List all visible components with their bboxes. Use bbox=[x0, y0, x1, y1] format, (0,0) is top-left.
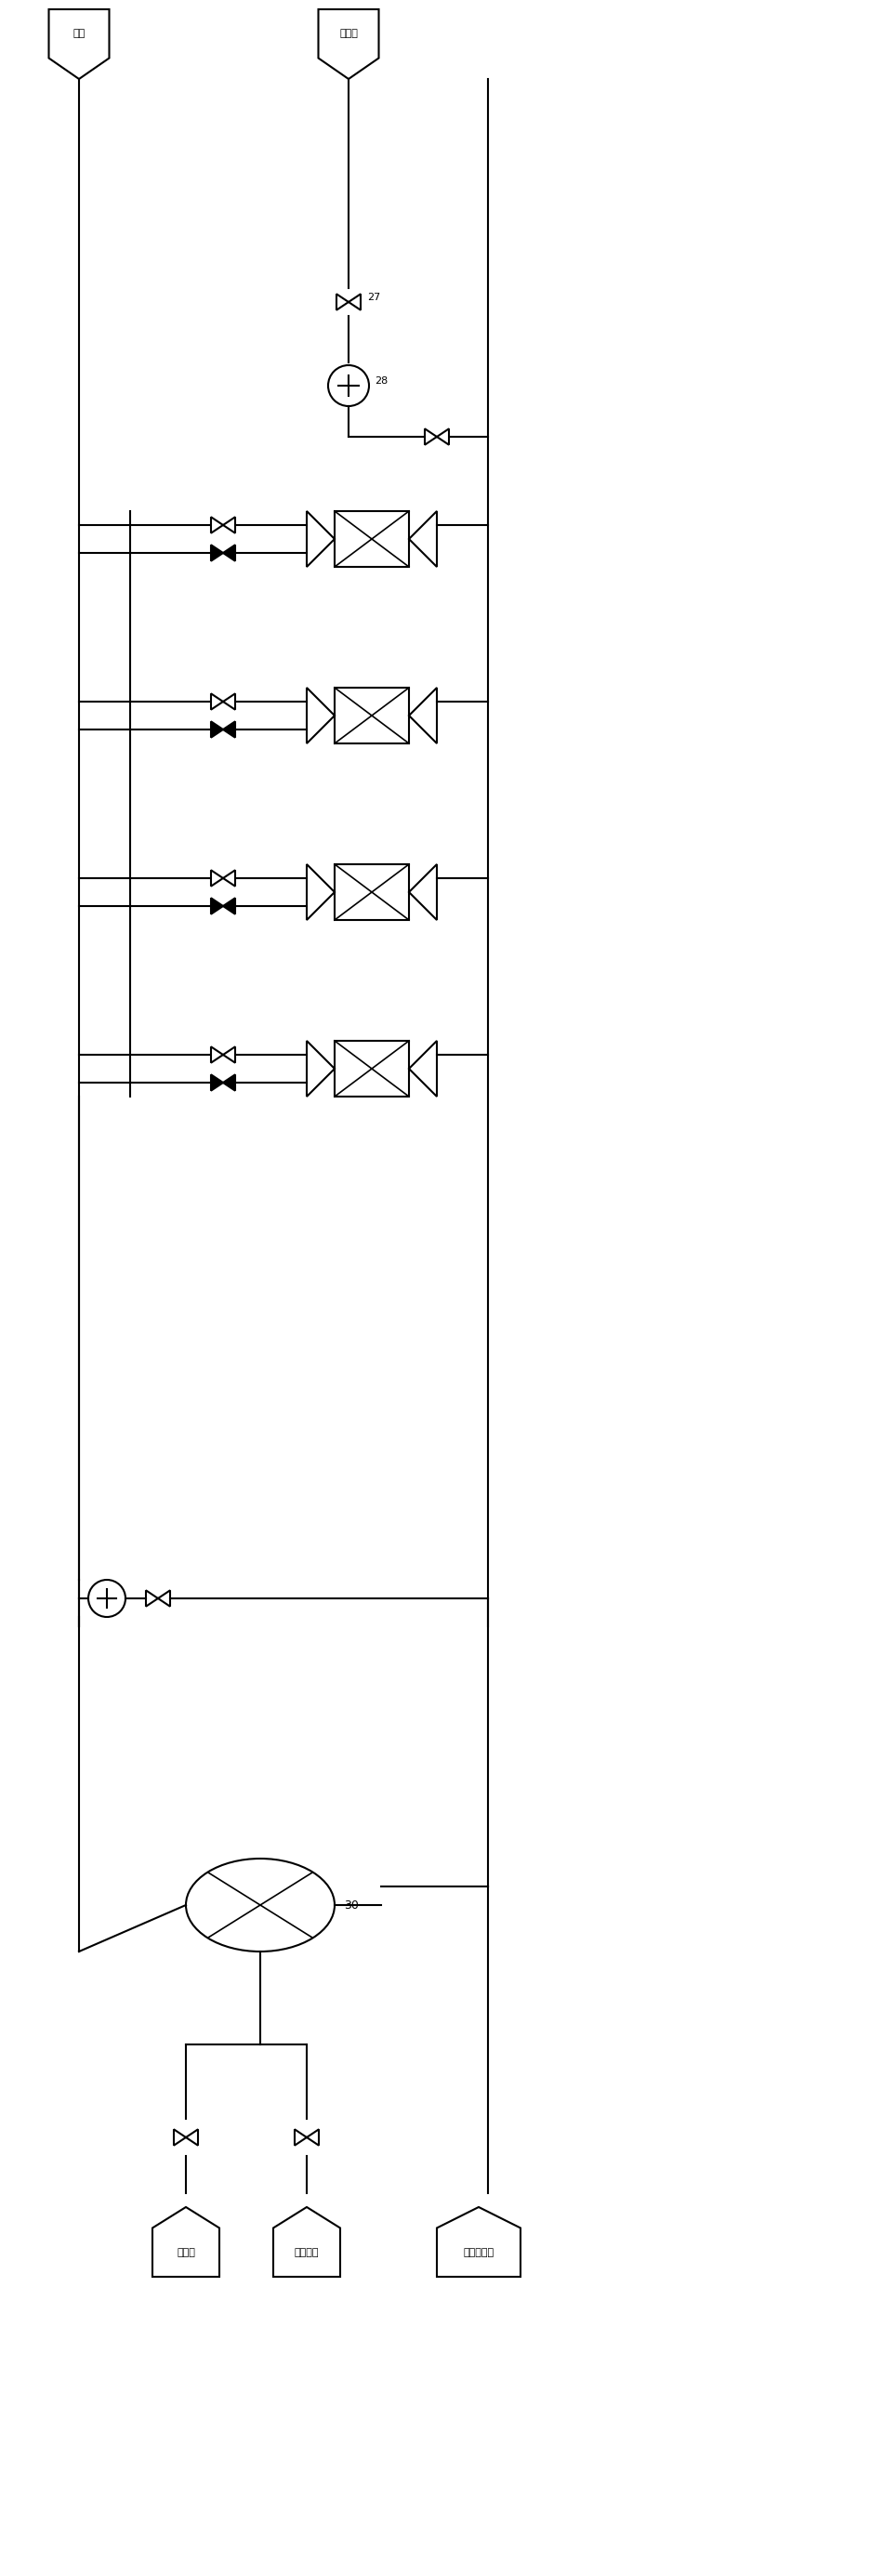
Polygon shape bbox=[437, 428, 449, 446]
Polygon shape bbox=[336, 294, 349, 309]
Polygon shape bbox=[437, 2208, 520, 2277]
Circle shape bbox=[328, 366, 369, 407]
Polygon shape bbox=[223, 546, 235, 562]
Text: 污染物处理: 污染物处理 bbox=[464, 2249, 494, 2257]
Text: 废水: 废水 bbox=[72, 28, 85, 39]
Polygon shape bbox=[409, 688, 437, 744]
Polygon shape bbox=[306, 1041, 335, 1097]
Polygon shape bbox=[409, 510, 437, 567]
Polygon shape bbox=[425, 428, 437, 446]
Text: 30: 30 bbox=[343, 1899, 358, 1911]
Polygon shape bbox=[153, 2208, 219, 2277]
Ellipse shape bbox=[186, 1860, 335, 1953]
Polygon shape bbox=[349, 294, 360, 309]
Polygon shape bbox=[211, 1074, 223, 1090]
Polygon shape bbox=[49, 10, 109, 80]
Polygon shape bbox=[211, 546, 223, 562]
Polygon shape bbox=[174, 2130, 186, 2146]
Text: 28: 28 bbox=[374, 376, 388, 386]
Polygon shape bbox=[223, 518, 235, 533]
Polygon shape bbox=[186, 2130, 198, 2146]
Text: 放净水: 放净水 bbox=[177, 2249, 195, 2257]
Polygon shape bbox=[211, 518, 223, 533]
Polygon shape bbox=[223, 693, 235, 708]
Bar bbox=[335, 863, 409, 920]
Polygon shape bbox=[223, 899, 235, 914]
Text: 排放物料: 排放物料 bbox=[294, 2249, 319, 2257]
Text: 27: 27 bbox=[367, 294, 381, 301]
Polygon shape bbox=[409, 1041, 437, 1097]
Polygon shape bbox=[211, 721, 223, 737]
Polygon shape bbox=[223, 1074, 235, 1090]
Polygon shape bbox=[211, 693, 223, 708]
Circle shape bbox=[88, 1579, 125, 1618]
Polygon shape bbox=[306, 863, 335, 920]
Polygon shape bbox=[211, 899, 223, 914]
Text: 氯化氢: 氯化氢 bbox=[339, 28, 358, 39]
Polygon shape bbox=[306, 688, 335, 744]
Bar bbox=[335, 510, 409, 567]
Polygon shape bbox=[306, 2130, 319, 2146]
Polygon shape bbox=[211, 1046, 223, 1064]
Polygon shape bbox=[223, 1046, 235, 1064]
Polygon shape bbox=[223, 721, 235, 737]
Polygon shape bbox=[158, 1589, 170, 1607]
Polygon shape bbox=[306, 510, 335, 567]
Polygon shape bbox=[273, 2208, 340, 2277]
Bar bbox=[335, 688, 409, 744]
Polygon shape bbox=[319, 10, 379, 80]
Polygon shape bbox=[223, 871, 235, 886]
Polygon shape bbox=[409, 863, 437, 920]
Bar bbox=[335, 1041, 409, 1097]
Polygon shape bbox=[211, 871, 223, 886]
Polygon shape bbox=[295, 2130, 306, 2146]
Polygon shape bbox=[146, 1589, 158, 1607]
